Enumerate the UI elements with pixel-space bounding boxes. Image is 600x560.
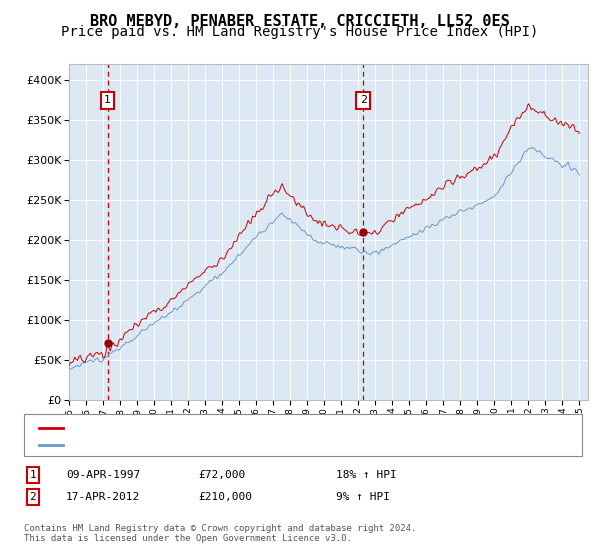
Text: Price paid vs. HM Land Registry's House Price Index (HPI): Price paid vs. HM Land Registry's House … xyxy=(61,25,539,39)
Text: Contains HM Land Registry data © Crown copyright and database right 2024.
This d: Contains HM Land Registry data © Crown c… xyxy=(24,524,416,543)
Text: HPI: Average price, detached house, Gwynedd: HPI: Average price, detached house, Gwyn… xyxy=(69,440,338,450)
Text: 2: 2 xyxy=(359,95,367,105)
Text: £210,000: £210,000 xyxy=(198,492,252,502)
Text: £72,000: £72,000 xyxy=(198,470,245,480)
Text: 18% ↑ HPI: 18% ↑ HPI xyxy=(336,470,397,480)
Text: 1: 1 xyxy=(29,470,37,480)
Text: 17-APR-2012: 17-APR-2012 xyxy=(66,492,140,502)
Text: 9% ↑ HPI: 9% ↑ HPI xyxy=(336,492,390,502)
Text: 1: 1 xyxy=(104,95,111,105)
Text: 2: 2 xyxy=(29,492,37,502)
Text: 09-APR-1997: 09-APR-1997 xyxy=(66,470,140,480)
Text: BRO MEBYD, PENABER ESTATE, CRICCIETH, LL52 0ES: BRO MEBYD, PENABER ESTATE, CRICCIETH, LL… xyxy=(90,14,510,29)
Text: BRO MEBYD, PENABER ESTATE, CRICCIETH, LL52 0ES (detached house): BRO MEBYD, PENABER ESTATE, CRICCIETH, LL… xyxy=(69,423,463,433)
